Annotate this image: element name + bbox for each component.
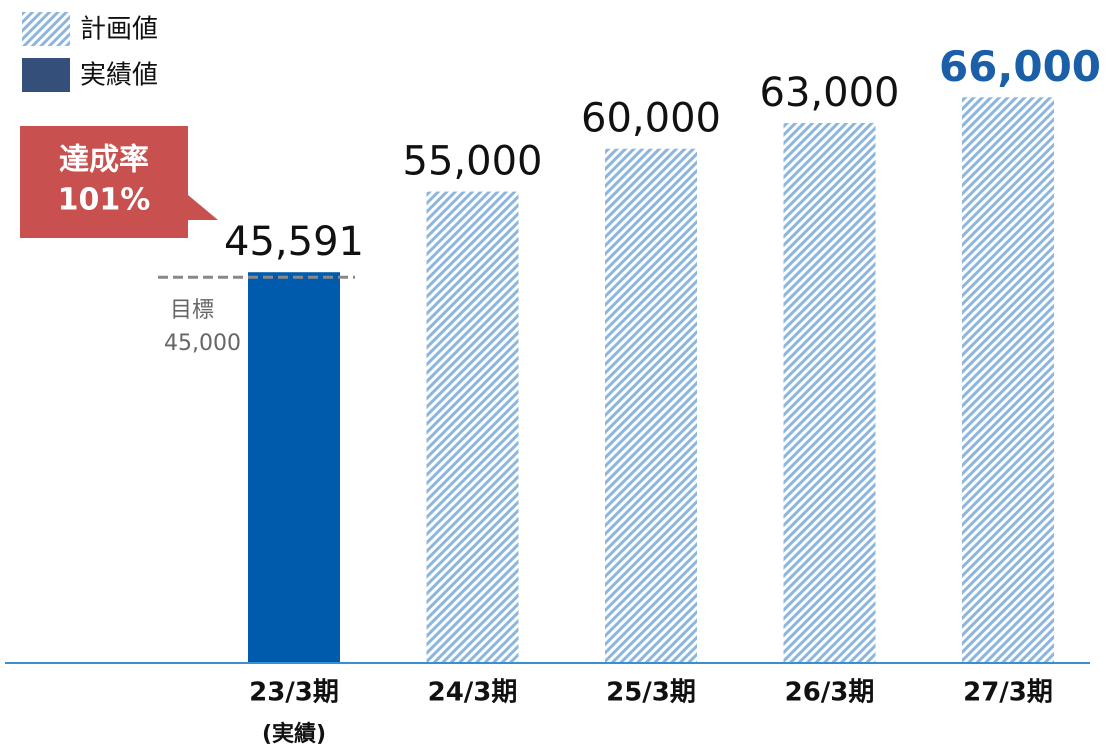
x-tick-label: 26/3期 bbox=[785, 678, 875, 708]
target-label: 目標 bbox=[170, 298, 214, 323]
value-label: 55,000 bbox=[403, 139, 543, 185]
legend-swatch bbox=[22, 12, 70, 46]
value-label: 45,591 bbox=[224, 219, 364, 265]
x-tick-label: 27/3期 bbox=[963, 678, 1053, 708]
bar bbox=[248, 272, 340, 663]
value-label: 63,000 bbox=[760, 70, 900, 116]
value-label: 66,000 bbox=[939, 42, 1101, 91]
value-label: 60,000 bbox=[581, 96, 721, 142]
bar bbox=[605, 148, 697, 663]
x-tick-label: 25/3期 bbox=[606, 678, 696, 708]
callout-label: 達成率 bbox=[59, 143, 149, 178]
callout-box bbox=[20, 126, 218, 238]
legend-label: 実績値 bbox=[80, 61, 158, 91]
callout-value: 101% bbox=[58, 183, 151, 218]
category-note: (実績) bbox=[262, 721, 326, 747]
x-tick-label: 23/3期 bbox=[249, 678, 339, 708]
legend-label: 計画値 bbox=[80, 15, 158, 45]
achievement-callout: 達成率 101% bbox=[20, 126, 218, 238]
bar bbox=[783, 123, 876, 663]
legend-swatch bbox=[22, 58, 70, 92]
target-value: 45,000 bbox=[164, 331, 241, 356]
bar bbox=[426, 191, 519, 664]
bar bbox=[962, 97, 1054, 664]
x-tick-label: 24/3期 bbox=[428, 678, 518, 708]
